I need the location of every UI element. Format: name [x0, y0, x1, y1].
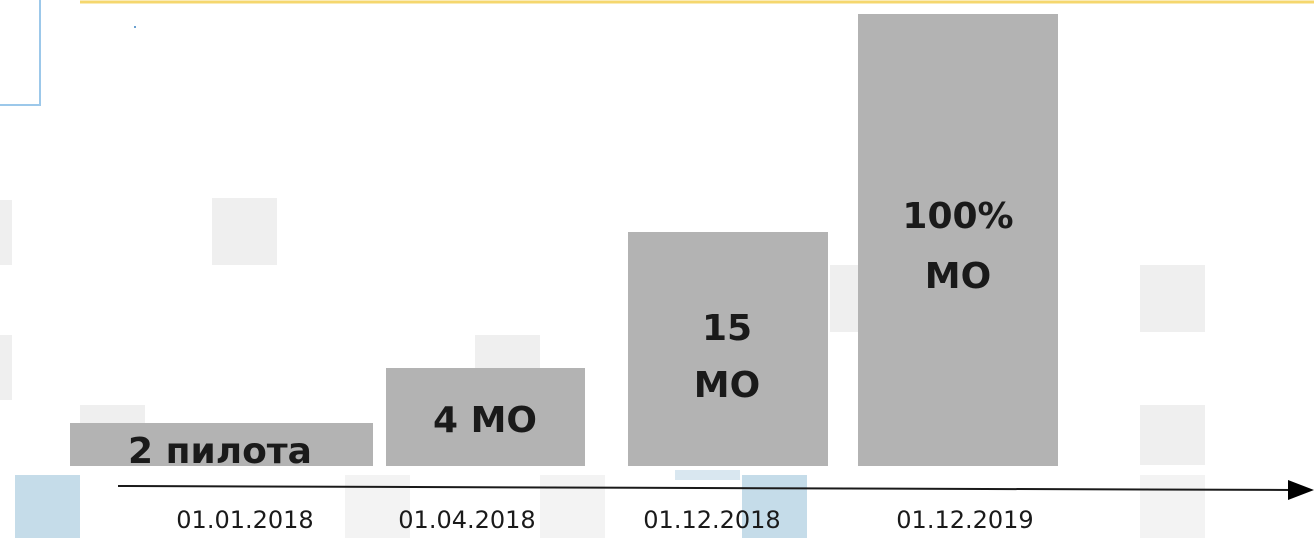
arrow-head — [1288, 480, 1314, 500]
labels: 01.01.2018 2 пилота 01.04.2018 4 МО 01.12.20… — [128, 196, 1034, 534]
step-label: 100% — [902, 196, 1013, 237]
timeline-axis — [117, 485, 1293, 491]
background-squares — [0, 198, 1205, 538]
step-label: 15 — [702, 308, 752, 349]
corner-box — [0, 0, 41, 106]
step-date: 01.12.2019 — [896, 506, 1033, 534]
step-label: МО — [925, 256, 991, 297]
bars — [70, 14, 1058, 466]
step-label: МО — [694, 365, 760, 406]
bar — [858, 14, 1058, 466]
bar — [70, 423, 373, 466]
step-date: 01.12.2018 — [643, 506, 780, 534]
step-label: 2 пилота — [128, 431, 312, 472]
dot — [134, 26, 136, 28]
bar — [628, 232, 828, 466]
bar — [386, 368, 585, 466]
step-date: 01.01.2018 — [176, 506, 313, 534]
step-label: 4 МО — [433, 400, 537, 441]
step-date: 01.04.2018 — [398, 506, 535, 534]
